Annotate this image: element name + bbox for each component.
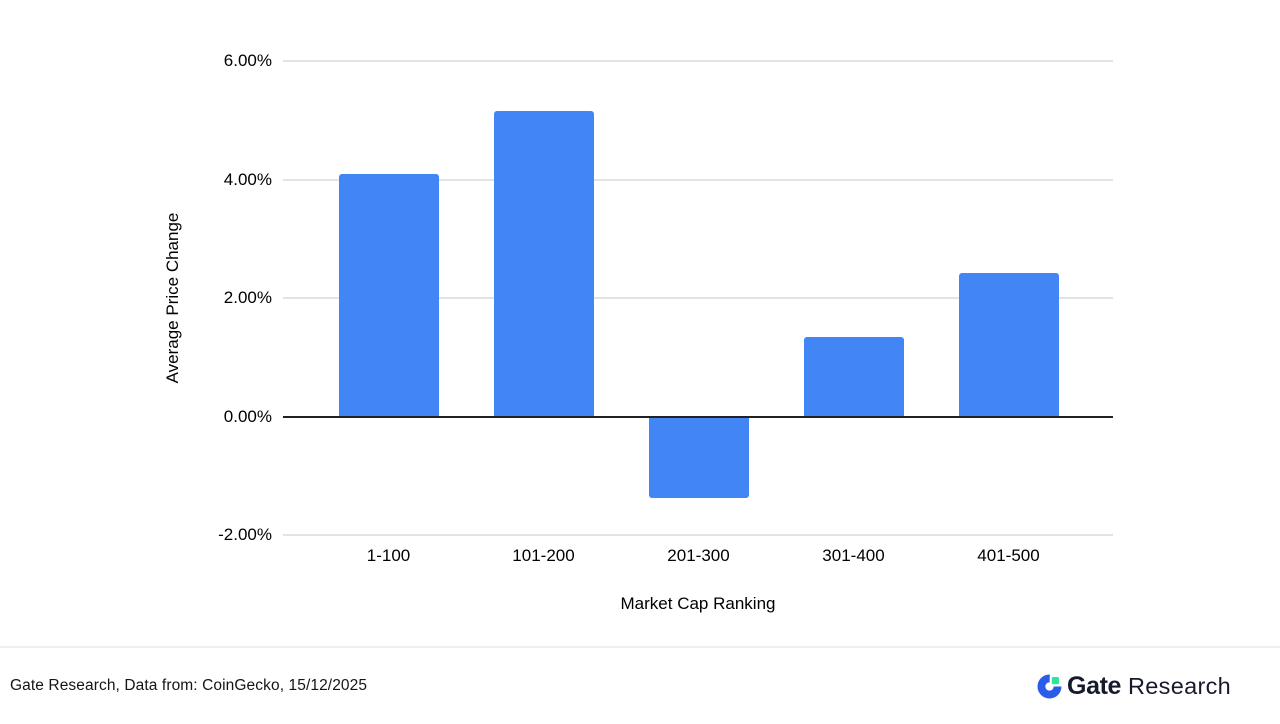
y-gridline (283, 60, 1113, 62)
bar-1-100 (338, 173, 439, 417)
logo-suffix-text: Research (1128, 672, 1231, 699)
x-tick-label: 201-300 (667, 546, 730, 565)
bar-401-500 (958, 273, 1059, 417)
y-tick-label: 6.00% (223, 51, 272, 70)
plot-area (283, 60, 1113, 536)
bar-301-400 (803, 336, 904, 417)
source-attribution: Gate Research, Data from: CoinGecko, 15/… (10, 677, 368, 694)
gate-logo-icon (1037, 674, 1062, 698)
footer-divider (0, 646, 1280, 648)
x-tick-label: 101-200 (512, 546, 575, 565)
y-tick-label: 2.00% (223, 288, 272, 307)
y-gridline (283, 178, 1113, 181)
x-axis-title: Market Cap Ranking (620, 594, 776, 613)
bar-201-300 (648, 416, 749, 498)
x-tick-label: 1-100 (366, 546, 411, 565)
x-tick-label: 401-500 (977, 546, 1040, 565)
y-gridline (283, 534, 1113, 536)
bar-101-200 (493, 111, 594, 417)
x-tick-label: 301-400 (822, 546, 885, 565)
y-tick-label: 0.00% (223, 406, 272, 426)
y-tick-label: -2.00% (218, 525, 272, 544)
x-axis-zero-line (283, 415, 1113, 418)
gate-research-logo: Gate Research (1037, 668, 1231, 704)
logo-brand-text: Gate (1067, 671, 1122, 700)
y-tick-label: 4.00% (223, 169, 272, 189)
y-gridline (283, 297, 1113, 299)
